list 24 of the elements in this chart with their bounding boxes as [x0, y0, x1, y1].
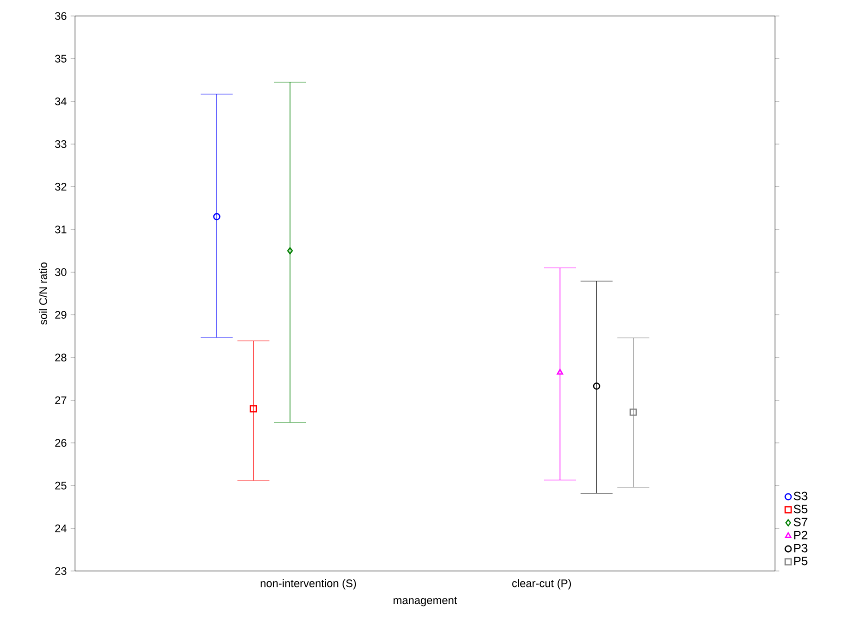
y-tick-label: 36	[55, 12, 66, 20]
y-tick-label: 30	[55, 268, 66, 276]
y-tick-label: 24	[55, 524, 67, 532]
y-tick-label: 34	[55, 97, 67, 106]
legend-label: S7	[794, 518, 808, 526]
legend-label: S5	[794, 504, 808, 514]
x-tick-label: clear-cut (P)	[512, 579, 571, 590]
y-tick-label: 31	[55, 226, 66, 234]
y-tick-label: 29	[55, 310, 66, 319]
legend-label: P3	[794, 544, 808, 552]
x-axis-title: management	[394, 596, 458, 606]
y-tick-label: 25	[55, 482, 66, 490]
y-axis-title: soil C/N ratio	[39, 262, 48, 325]
y-tick-label: 33	[55, 140, 66, 148]
y-tick-label: 26	[55, 439, 66, 447]
legend-label: S3	[794, 492, 808, 500]
y-tick-label: 32	[55, 182, 66, 191]
legend-label: P5	[794, 556, 808, 566]
y-tick-label: 27	[55, 396, 66, 404]
x-tick-label: non-intervention (S)	[260, 579, 356, 590]
y-tick-label: 28	[55, 354, 66, 362]
y-tick-label: 35	[55, 54, 66, 63]
y-tick-label: 23	[55, 567, 66, 575]
legend-label: P2	[794, 530, 808, 540]
